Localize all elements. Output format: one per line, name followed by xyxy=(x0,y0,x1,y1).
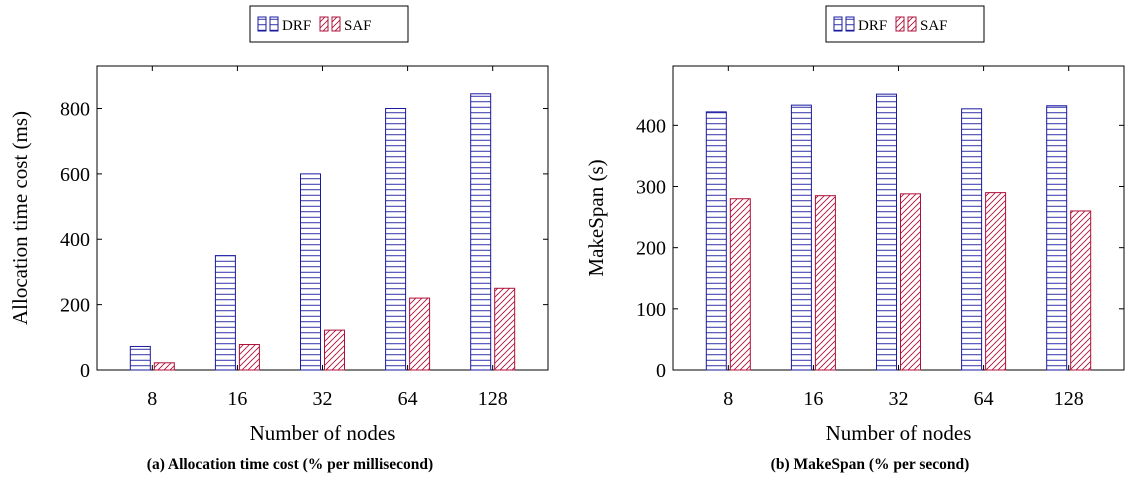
x-tick-label: 64 xyxy=(974,388,994,410)
y-tick-label: 0 xyxy=(656,360,666,382)
bar-saf xyxy=(324,329,345,371)
x-axis-label: Number of nodes xyxy=(250,421,396,445)
bar-drf xyxy=(385,107,407,371)
caption-b: (b) MakeSpan (% per second) xyxy=(770,456,970,473)
x-axis-label: Number of nodes xyxy=(826,421,972,445)
legend-swatch-drf xyxy=(257,16,267,32)
bar-saf xyxy=(814,195,836,371)
y-tick-label: 300 xyxy=(636,176,666,198)
bar-drf xyxy=(790,104,812,371)
x-tick-label: 32 xyxy=(313,388,333,410)
bar-saf xyxy=(729,198,751,371)
legend-swatch-drf xyxy=(845,16,855,32)
legend: DRF SAF xyxy=(249,5,409,43)
caption-a: (a) Allocation time cost (% per millisec… xyxy=(146,456,434,473)
legend-swatch-drf xyxy=(833,16,843,32)
x-tick-label: 16 xyxy=(803,388,823,410)
y-tick-label: 400 xyxy=(60,229,90,251)
y-tick-label: 600 xyxy=(60,164,90,186)
legend-label-drf: DRF xyxy=(282,18,311,34)
bar-drf xyxy=(876,93,897,371)
bar-drf xyxy=(1046,105,1068,371)
x-tick-label: 128 xyxy=(1054,388,1084,410)
bar-saf xyxy=(900,193,921,371)
bar-saf xyxy=(1070,210,1092,371)
x-tick-label: 64 xyxy=(398,388,418,410)
bar-drf xyxy=(470,93,492,371)
x-tick-label: 128 xyxy=(478,388,508,410)
legend-swatch-drf xyxy=(269,16,279,32)
chart-makespan: 0 100 200 300 400 8 16 32 64 128 Number of nodes Ma… xyxy=(584,5,1125,445)
bar-drf xyxy=(961,108,983,371)
bar-drf xyxy=(705,111,727,371)
bar-saf xyxy=(494,287,516,371)
legend-swatch-saf xyxy=(331,16,341,32)
bar-drf xyxy=(214,255,236,371)
bar-drf xyxy=(129,345,151,371)
y-tick-label: 400 xyxy=(636,115,666,137)
legend-label-drf: DRF xyxy=(858,18,887,34)
y-tick-label: 200 xyxy=(60,295,90,317)
legend-swatch-saf xyxy=(895,16,905,32)
bar-saf xyxy=(985,192,1007,371)
legend-swatch-saf xyxy=(319,16,329,32)
bar-drf xyxy=(300,173,321,371)
chart-allocation-time: 0 200 400 600 800 8 16 32 64 128 Number of nodes Al… xyxy=(8,5,549,445)
x-tick-label: 8 xyxy=(723,388,733,410)
y-tick-label: 100 xyxy=(636,299,666,321)
legend: DRF SAF xyxy=(825,5,985,43)
x-tick-label: 16 xyxy=(227,388,247,410)
bar-saf xyxy=(238,344,260,371)
y-axis-label: MakeSpan (s) xyxy=(584,159,608,276)
legend-label-saf: SAF xyxy=(920,18,948,34)
y-tick-label: 0 xyxy=(80,360,90,382)
y-tick-label: 200 xyxy=(636,238,666,260)
x-tick-label: 8 xyxy=(147,388,157,410)
legend-label-saf: SAF xyxy=(344,18,372,34)
x-tick-label: 32 xyxy=(889,388,909,410)
legend-swatch-saf xyxy=(907,16,917,32)
y-tick-label: 800 xyxy=(60,98,90,120)
bar-saf xyxy=(409,297,431,371)
bar-saf xyxy=(153,362,175,371)
y-axis-label: Allocation time cost (ms) xyxy=(8,111,32,325)
